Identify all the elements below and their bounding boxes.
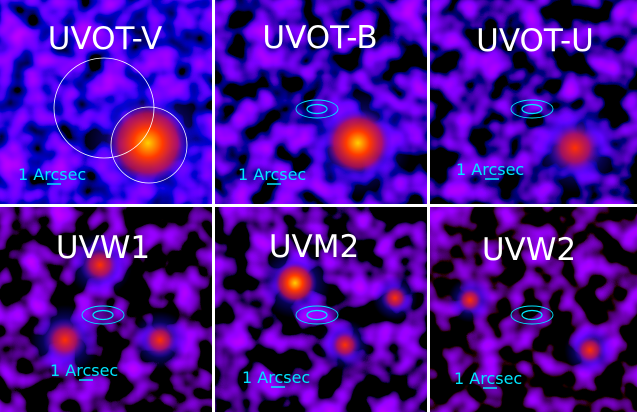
source xyxy=(381,284,409,312)
position-ellipse xyxy=(81,305,125,325)
position-ellipse xyxy=(510,99,554,119)
source xyxy=(324,109,392,177)
panel-title: UVOT-U xyxy=(476,23,594,59)
panel-title: UVW2 xyxy=(482,232,576,268)
position-ellipse xyxy=(521,309,543,321)
image-panel: UVM2 1 Arcsec xyxy=(215,207,427,412)
aperture-circle xyxy=(110,106,188,184)
position-ellipse xyxy=(521,103,543,115)
scale-label: 1 Arcsec xyxy=(238,165,306,184)
scale-label: 1 Arcsec xyxy=(242,368,310,387)
image-panel: UVOT-U 1 Arcsec xyxy=(430,0,637,204)
aperture-circle xyxy=(53,57,155,159)
source xyxy=(329,329,361,361)
panel-title: UVOT-B xyxy=(262,20,377,56)
position-ellipse xyxy=(306,103,328,115)
image-panel: UVW1 1 Arcsec xyxy=(0,207,212,412)
source xyxy=(574,334,606,366)
image-panel: UVOT-B 1 Arcsec xyxy=(215,0,427,204)
source xyxy=(80,245,120,285)
source xyxy=(547,120,603,176)
scale-label: 1 Arcsec xyxy=(456,160,524,179)
source xyxy=(106,101,190,185)
source xyxy=(456,286,484,314)
scale-label: 1 Arcsec xyxy=(50,361,118,380)
position-ellipse xyxy=(92,309,114,321)
source xyxy=(273,261,317,305)
source xyxy=(43,318,87,362)
position-ellipse xyxy=(510,305,554,325)
image-panel: UVW2 1 Arcsec xyxy=(430,207,637,412)
scale-label: 1 Arcsec xyxy=(18,165,86,184)
position-ellipse xyxy=(295,99,339,119)
panel-title: UVM2 xyxy=(269,229,359,265)
position-ellipse xyxy=(295,305,339,325)
source xyxy=(142,322,178,358)
panel-title: UVOT-V xyxy=(48,21,162,57)
position-ellipse xyxy=(306,309,328,321)
image-panel: UVOT-V 1 Arcsec xyxy=(0,0,212,204)
scale-label: 1 Arcsec xyxy=(454,369,522,388)
panel-title: UVW1 xyxy=(56,230,150,266)
